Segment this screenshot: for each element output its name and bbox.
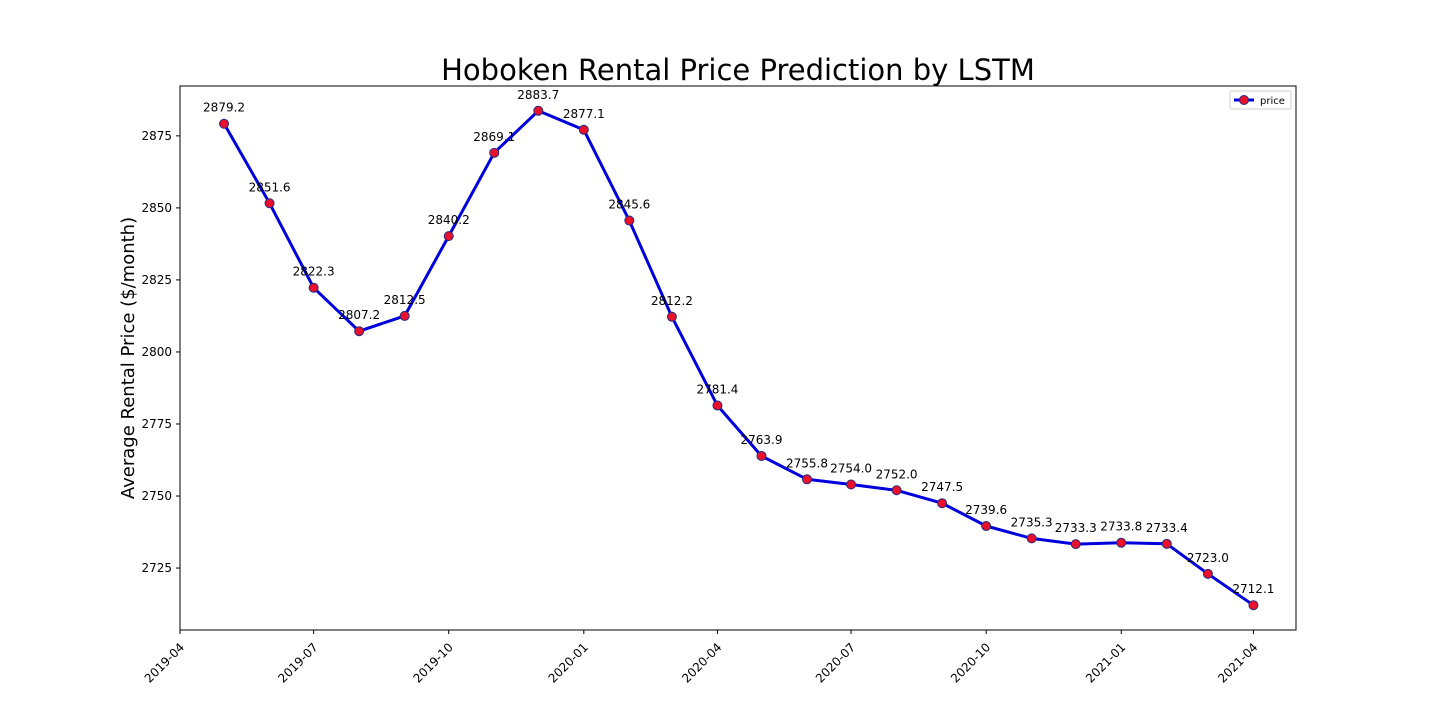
data-point xyxy=(802,474,813,485)
plot-frame xyxy=(179,85,1297,631)
data-label: 2733.8 xyxy=(1100,520,1142,534)
data-label: 2877.1 xyxy=(563,107,605,121)
data-point xyxy=(756,450,767,461)
data-point xyxy=(1026,533,1037,544)
data-label: 2869.1 xyxy=(473,130,515,144)
data-label: 2781.4 xyxy=(696,383,738,397)
data-point xyxy=(489,147,500,158)
series-line-price xyxy=(222,109,1255,607)
x-tick-label: 2019-07 xyxy=(275,640,320,685)
data-point xyxy=(891,485,902,496)
x-tick-label: 2021-04 xyxy=(1215,640,1260,685)
y-tick-label: 2825 xyxy=(141,273,172,287)
y-tick-label: 2750 xyxy=(141,489,172,503)
data-point xyxy=(1202,568,1213,579)
data-label: 2851.6 xyxy=(249,180,291,194)
data-label: 2747.5 xyxy=(921,480,963,494)
x-tick-label: 2020-04 xyxy=(679,640,724,685)
y-tick-label: 2850 xyxy=(141,201,172,215)
data-label: 2883.7 xyxy=(517,88,559,102)
data-label: 2812.5 xyxy=(384,293,426,307)
data-point xyxy=(1070,539,1081,550)
x-tick-label: 2019-04 xyxy=(142,640,187,685)
y-tick-label: 2875 xyxy=(141,129,172,143)
data-label: 2739.6 xyxy=(965,503,1007,517)
data-point xyxy=(533,105,544,116)
data-label: 2845.6 xyxy=(608,198,650,212)
data-label: 2879.2 xyxy=(203,101,245,115)
plot-area: 2725 2750 2775 2800 2825 2850 2875 2019-04 2019-… xyxy=(141,85,1297,686)
data-point xyxy=(1161,538,1172,549)
data-point xyxy=(846,479,857,490)
data-label: 2735.3 xyxy=(1011,515,1053,529)
legend-label: price xyxy=(1260,96,1285,107)
data-point xyxy=(443,231,454,242)
legend-marker xyxy=(1239,95,1249,105)
data-label: 2755.8 xyxy=(786,456,828,470)
data-label: 2763.9 xyxy=(740,433,782,447)
data-label: 2712.1 xyxy=(1232,582,1274,596)
data-label: 2822.3 xyxy=(293,265,335,279)
legend: price xyxy=(1229,90,1292,110)
data-point xyxy=(308,282,319,293)
x-tick-label: 2020-07 xyxy=(813,640,858,685)
chart-title: Hoboken Rental Price Prediction by LSTM xyxy=(441,53,1035,87)
data-point xyxy=(264,198,275,209)
data-point xyxy=(712,400,723,411)
y-tick-label: 2775 xyxy=(141,417,172,431)
data-label: 2840.2 xyxy=(428,213,470,227)
data-point xyxy=(578,124,589,135)
y-tick-label: 2725 xyxy=(141,561,172,575)
data-point xyxy=(981,520,992,531)
data-label: 2754.0 xyxy=(830,461,872,475)
data-point xyxy=(219,118,230,129)
x-tick-label: 2021-01 xyxy=(1083,640,1128,685)
data-label: 2733.3 xyxy=(1055,521,1097,535)
data-label: 2812.2 xyxy=(651,294,693,308)
data-point xyxy=(399,310,410,321)
x-tick-label: 2019-10 xyxy=(410,640,455,685)
data-point xyxy=(624,215,635,226)
y-tick-label: 2800 xyxy=(141,345,172,359)
y-axis-label: Average Rental Price ($/month) xyxy=(118,217,139,499)
data-label: 2752.0 xyxy=(876,467,918,481)
data-point xyxy=(1116,537,1127,548)
data-point xyxy=(354,326,365,337)
data-point xyxy=(1248,600,1259,611)
data-point xyxy=(666,311,677,322)
x-tick-label: 2020-01 xyxy=(546,640,591,685)
data-label: 2733.4 xyxy=(1146,521,1188,535)
data-label: 2807.2 xyxy=(338,308,380,322)
data-label: 2723.0 xyxy=(1187,551,1229,565)
x-tick-label: 2020-10 xyxy=(948,640,993,685)
data-point xyxy=(937,498,948,509)
